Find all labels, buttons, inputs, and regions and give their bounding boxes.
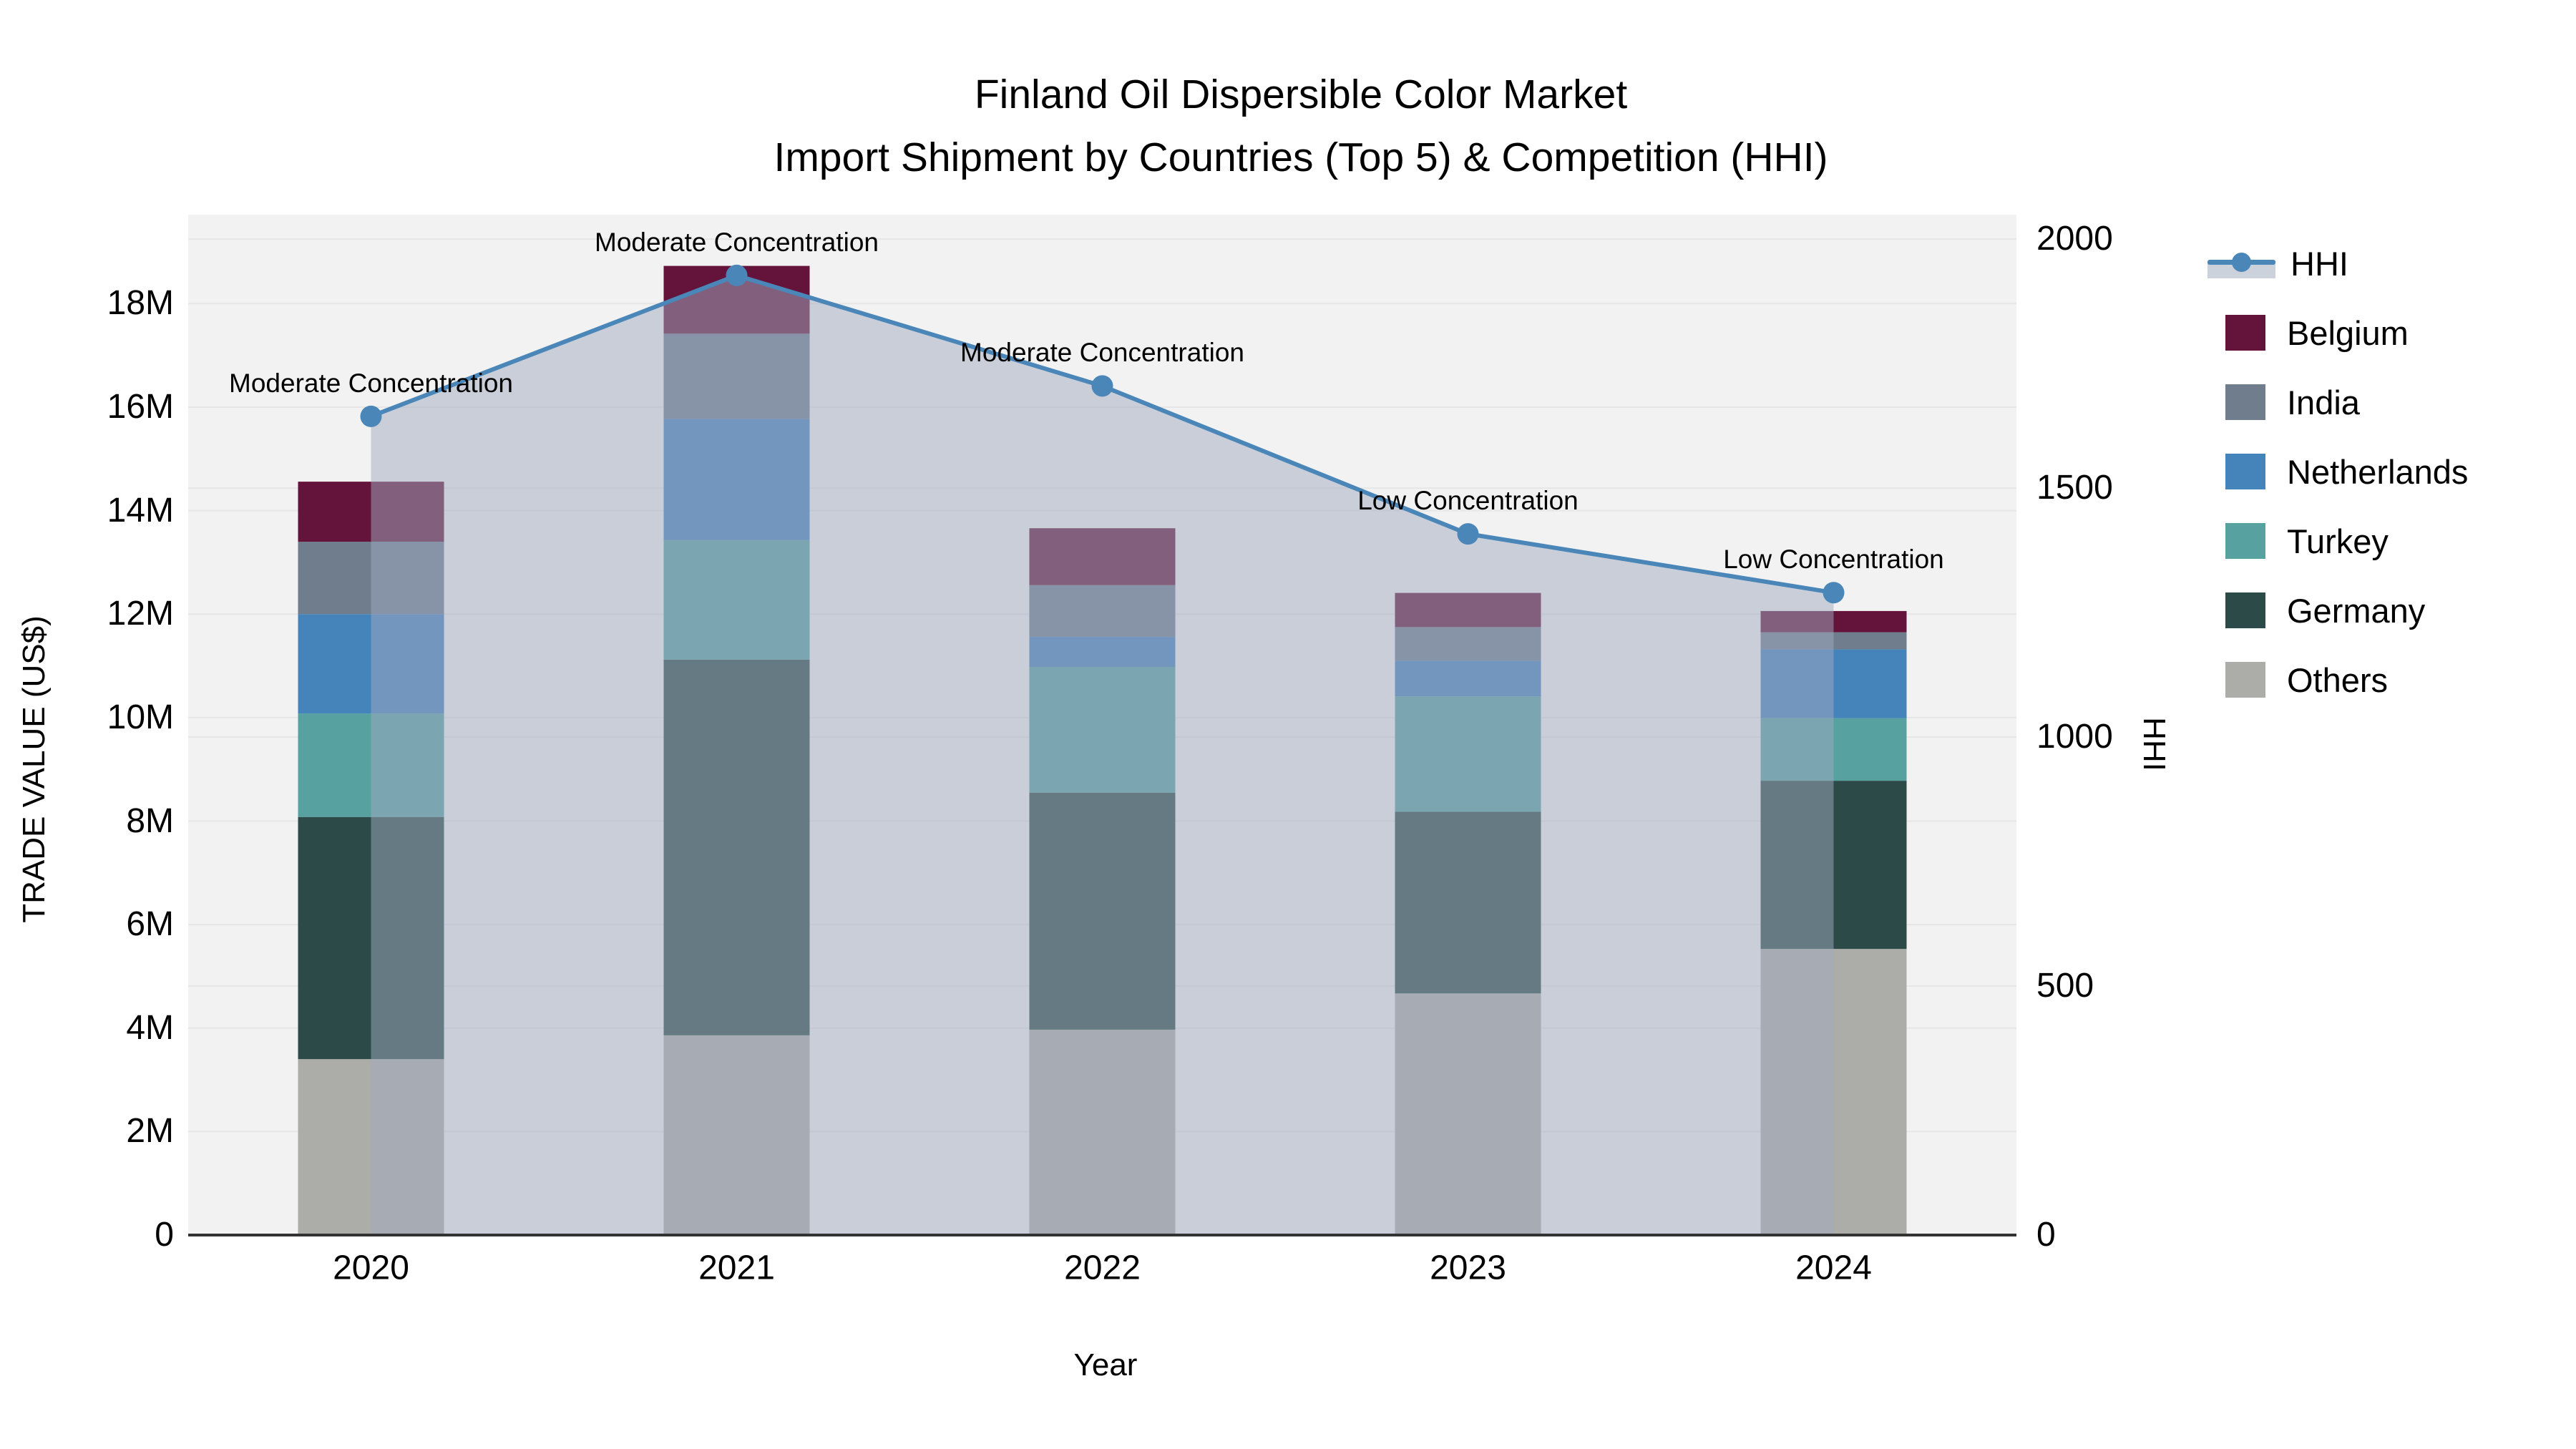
hhi-area-fill bbox=[371, 275, 1834, 1236]
legend-item-india[interactable]: India bbox=[2207, 381, 2360, 424]
y-left-tick-4M: 4M bbox=[126, 1008, 174, 1047]
x-tick-2022[interactable]: 2022 bbox=[1064, 1249, 1141, 1287]
y-left-tick-0: 0 bbox=[155, 1216, 174, 1254]
legend-item-netherlands[interactable]: Netherlands bbox=[2207, 450, 2468, 493]
annotation-2022: Moderate Concentration bbox=[960, 338, 1244, 368]
legend-swatch-belgium bbox=[2225, 315, 2265, 351]
hhi-marker-2023[interactable] bbox=[1457, 523, 1479, 545]
legend-swatch-india bbox=[2225, 384, 2265, 420]
legend-swatch-netherlands bbox=[2225, 454, 2265, 489]
legend-item-hhi[interactable]: HHI bbox=[2207, 242, 2348, 285]
legend-label-belgium: Belgium bbox=[2287, 313, 2409, 352]
y-left-tick-14M: 14M bbox=[107, 491, 174, 530]
legend-label-germany: Germany bbox=[2287, 591, 2426, 630]
y-right-tick-1500: 1500 bbox=[2036, 469, 2113, 507]
legend-item-others[interactable]: Others bbox=[2207, 658, 2388, 701]
y-right-tick-500: 500 bbox=[2036, 967, 2094, 1005]
legend-label-netherlands: Netherlands bbox=[2287, 452, 2469, 491]
y-left-tick-10M: 10M bbox=[107, 698, 174, 736]
legend-item-turkey[interactable]: Turkey bbox=[2207, 519, 2389, 562]
y-right-tick-0: 0 bbox=[2036, 1216, 2056, 1254]
x-tick-2024[interactable]: 2024 bbox=[1795, 1249, 1872, 1287]
legend-label-others: Others bbox=[2287, 660, 2389, 699]
legend-swatch-others bbox=[2225, 662, 2265, 698]
annotation-2021: Moderate Concentration bbox=[595, 227, 879, 257]
y-left-tick-12M: 12M bbox=[107, 595, 174, 633]
x-tick-2021[interactable]: 2021 bbox=[698, 1249, 775, 1287]
legend-label-turkey: Turkey bbox=[2287, 522, 2389, 560]
hhi-line-legend-icon bbox=[2207, 245, 2275, 281]
y-left-tick-6M: 6M bbox=[126, 905, 174, 944]
annotation-2023: Low Concentration bbox=[1357, 486, 1579, 516]
y-right-axis-title: HHI bbox=[2137, 717, 2172, 771]
legend-label-india: India bbox=[2287, 383, 2360, 421]
y-right-tick-2000: 2000 bbox=[2036, 220, 2113, 258]
y-left-tick-16M: 16M bbox=[107, 388, 174, 426]
x-tick-2020[interactable]: 2020 bbox=[333, 1249, 409, 1287]
chart-title-line2: Import Shipment by Countries (Top 5) & C… bbox=[774, 135, 1828, 180]
hhi-marker-2020[interactable] bbox=[360, 405, 382, 427]
y-right-tick-1000: 1000 bbox=[2036, 718, 2113, 756]
legend-item-belgium[interactable]: Belgium bbox=[2207, 311, 2409, 354]
legend-label-hhi: HHI bbox=[2290, 244, 2348, 283]
y-left-axis-title: TRADE VALUE (US$) bbox=[16, 615, 52, 923]
y-left-tick-18M: 18M bbox=[107, 284, 174, 323]
y-left-tick-2M: 2M bbox=[126, 1112, 174, 1151]
annotation-2024: Low Concentration bbox=[1723, 545, 1944, 575]
legend-swatch-turkey bbox=[2225, 523, 2265, 559]
hhi-marker-2024[interactable] bbox=[1823, 582, 1845, 604]
x-tick-2023[interactable]: 2023 bbox=[1430, 1249, 1506, 1287]
annotation-2020: Moderate Concentration bbox=[229, 368, 513, 398]
legend-swatch-germany bbox=[2225, 592, 2265, 628]
legend-item-germany[interactable]: Germany bbox=[2207, 589, 2425, 632]
x-axis-title: Year bbox=[1073, 1347, 1138, 1382]
y-left-tick-8M: 8M bbox=[126, 801, 174, 840]
hhi-marker-2022[interactable] bbox=[1091, 375, 1113, 397]
hhi-marker-2021[interactable] bbox=[726, 264, 748, 286]
chart-title-line1: Finland Oil Dispersible Color Market bbox=[974, 72, 1628, 117]
hhi-marker-sample bbox=[2232, 253, 2251, 272]
